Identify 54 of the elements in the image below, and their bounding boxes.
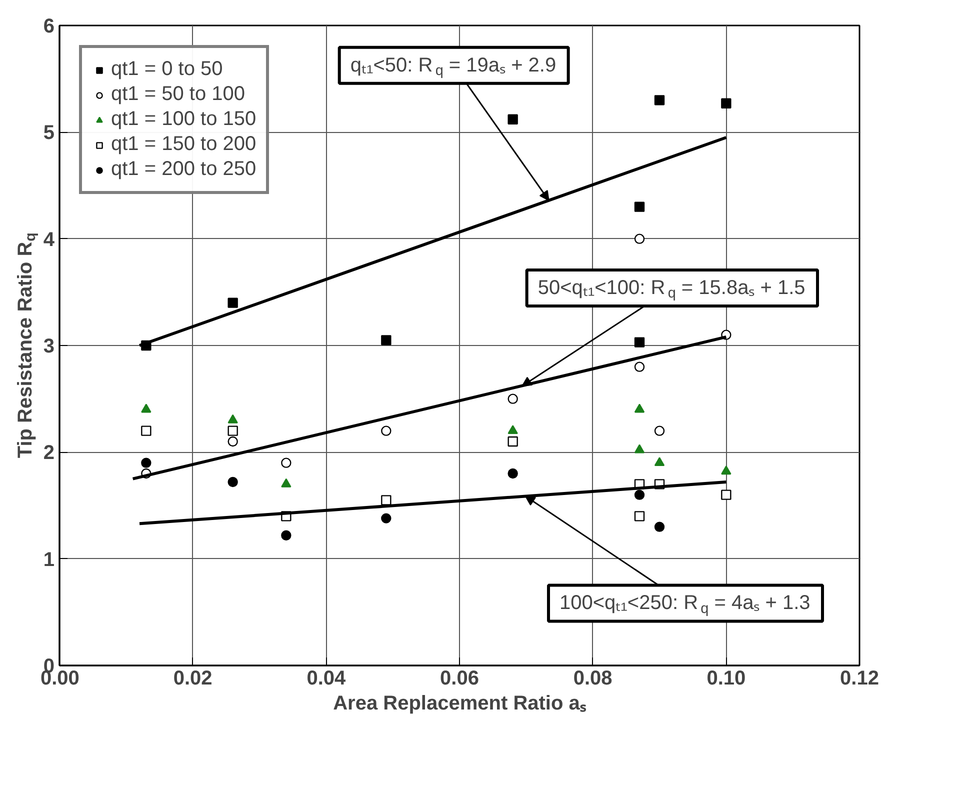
y-tick-label: 3 bbox=[43, 336, 54, 358]
point bbox=[634, 337, 645, 348]
point bbox=[228, 414, 238, 424]
point bbox=[381, 513, 392, 524]
y-tick-label: 4 bbox=[43, 228, 56, 251]
point bbox=[654, 95, 665, 106]
y-tick-label: 2 bbox=[43, 442, 54, 464]
point bbox=[508, 114, 518, 124]
point bbox=[508, 436, 518, 447]
x-tick-label: 0.08 bbox=[573, 668, 612, 690]
point bbox=[721, 490, 732, 500]
x-tick-label: 0.06 bbox=[440, 668, 479, 690]
point bbox=[508, 468, 518, 479]
point bbox=[654, 457, 665, 466]
point bbox=[634, 234, 645, 244]
point bbox=[281, 478, 292, 488]
x-axis-title: Area Replacement Ratio aₛ bbox=[333, 692, 587, 714]
x-tick-label: 0.10 bbox=[706, 668, 746, 690]
point bbox=[141, 458, 152, 468]
x-tick-label: 0.12 bbox=[840, 668, 879, 690]
y-tick-label: 6 bbox=[43, 16, 54, 38]
point bbox=[228, 298, 238, 308]
legend-label: qt1 = 100 to 150 bbox=[111, 108, 256, 131]
point bbox=[381, 335, 392, 346]
point bbox=[281, 530, 292, 540]
point bbox=[634, 490, 645, 500]
legend-label: qt1 = 150 to 200 bbox=[111, 133, 256, 156]
point bbox=[141, 426, 152, 436]
point bbox=[654, 522, 665, 532]
point bbox=[508, 394, 518, 404]
point bbox=[634, 404, 645, 413]
point bbox=[381, 495, 392, 506]
point bbox=[634, 362, 645, 372]
point bbox=[281, 458, 292, 468]
legend-label: qt1 = 50 to 100 bbox=[111, 83, 246, 106]
y-tick-label: 1 bbox=[43, 548, 54, 571]
point bbox=[228, 476, 238, 488]
x-tick-label: 0.04 bbox=[306, 668, 347, 690]
legend-label: qt1 = 200 to 250 bbox=[111, 158, 256, 181]
point bbox=[508, 425, 518, 434]
point bbox=[228, 436, 238, 447]
y-axis-title: Tip Resistance Ratio Rq bbox=[14, 232, 40, 458]
point bbox=[141, 404, 152, 413]
legend-label: qt1 = 0 to 50 bbox=[111, 58, 223, 81]
point bbox=[634, 202, 645, 212]
point bbox=[228, 426, 238, 436]
x-tick-label: 0.02 bbox=[173, 668, 212, 690]
point bbox=[634, 511, 645, 522]
y-tick-label: 5 bbox=[43, 122, 54, 144]
point bbox=[381, 426, 392, 436]
point bbox=[721, 466, 732, 475]
point bbox=[654, 426, 665, 436]
point bbox=[721, 98, 732, 108]
point bbox=[634, 444, 645, 454]
